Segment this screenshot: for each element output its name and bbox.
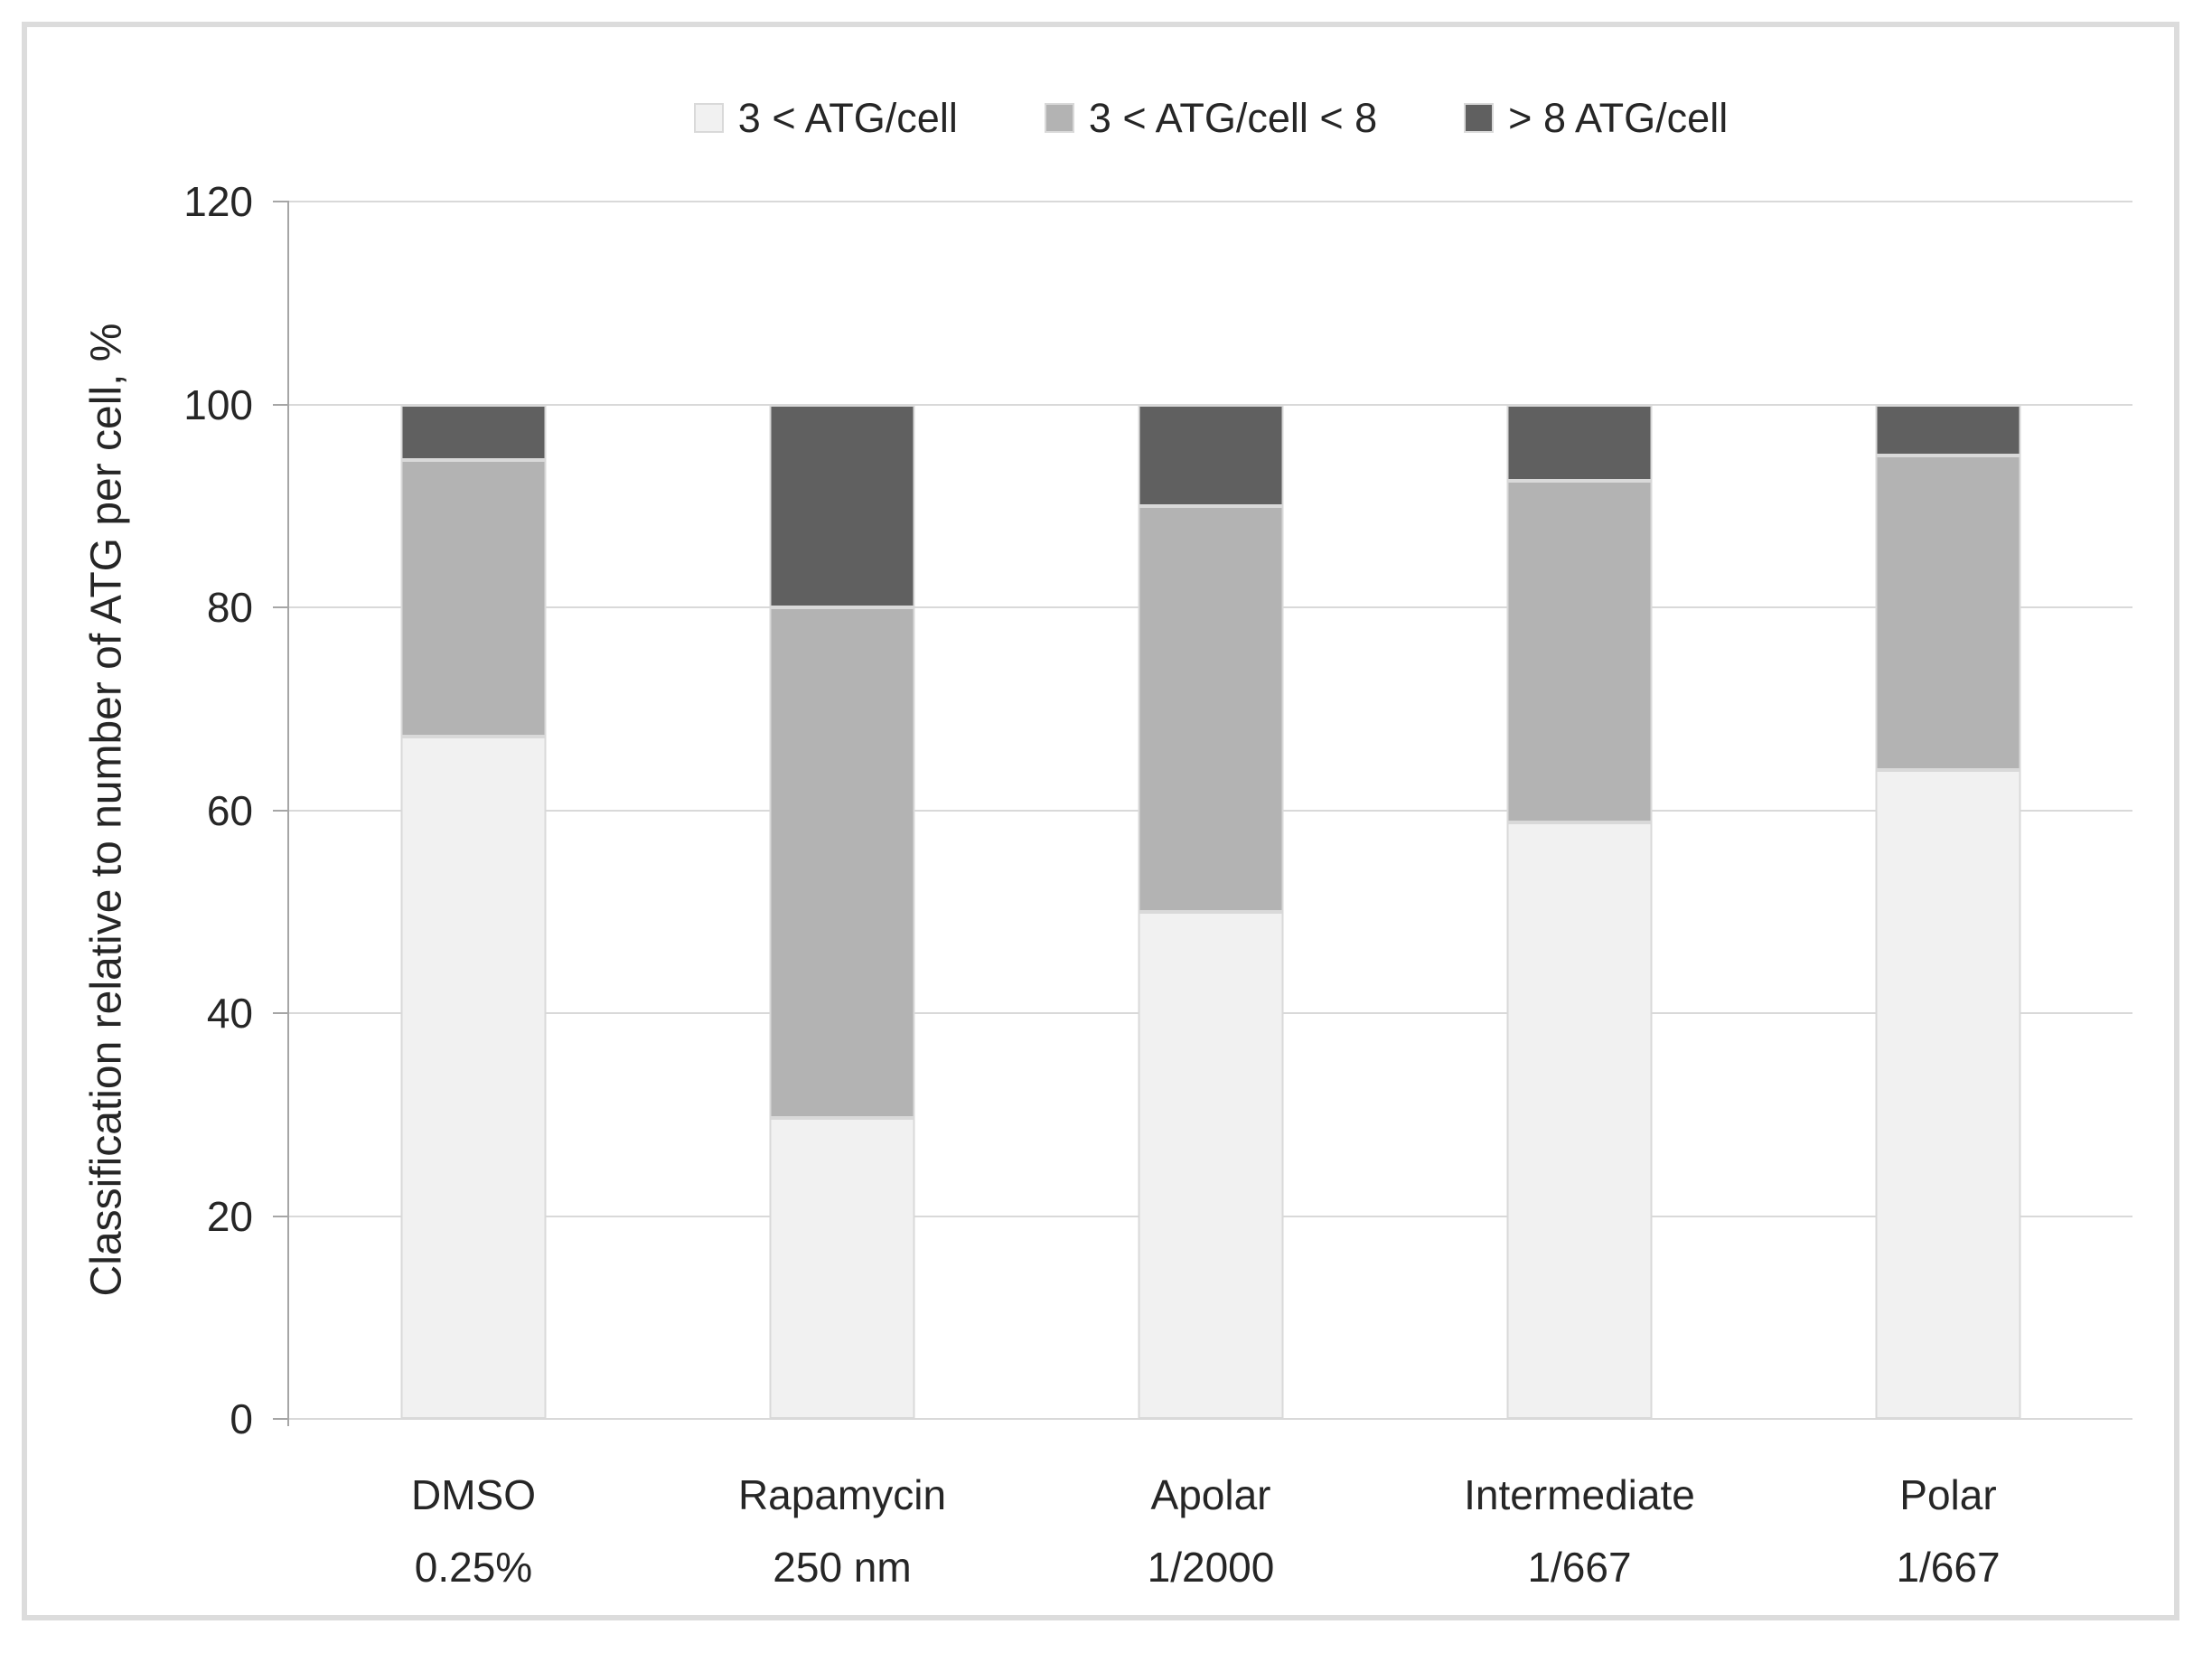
y-tick-80: [273, 606, 289, 608]
x-category-label-apolar: Apolar 1/2000: [1026, 1459, 1395, 1603]
x-category-line2: 1/2000: [1147, 1544, 1275, 1591]
chart-frame: 3 < ATG/cell 3 < ATG/cell < 8 > 8 ATG/ce…: [22, 22, 2179, 1620]
bar-intermediate: [1506, 404, 1653, 1419]
bar-segment-rapamycin-s0: [769, 1117, 915, 1419]
legend: 3 < ATG/cell 3 < ATG/cell < 8 > 8 ATG/ce…: [289, 98, 2132, 138]
bar-dmso: [400, 404, 547, 1419]
y-tick-40: [273, 1012, 289, 1014]
bar-segment-dmso-s2: [400, 404, 547, 461]
x-category-line1: Apolar: [1150, 1471, 1271, 1518]
x-category-line2: 250 nm: [773, 1544, 912, 1591]
bar-segment-rapamycin-s2: [769, 404, 915, 607]
bar-slot-dmso: [289, 202, 658, 1419]
bar-segment-intermediate-s2: [1506, 404, 1653, 481]
gridline-0: [289, 1418, 2132, 1420]
x-category-label-intermediate: Intermediate 1/667: [1395, 1459, 1764, 1603]
y-tick-120: [273, 201, 289, 202]
x-category-line1: Polar: [1899, 1471, 1997, 1518]
gridline-100: [289, 403, 2132, 406]
legend-swatch-mid: [1044, 103, 1074, 133]
legend-label-high: > 8 ATG/cell: [1508, 95, 1729, 141]
y-tick-label-60: 60: [206, 786, 253, 834]
x-category-label-rapamycin: Rapamycin 250 nm: [658, 1459, 1026, 1603]
y-tick-label-80: 80: [206, 584, 253, 631]
bar-segment-rapamycin-s1: [769, 607, 915, 1118]
bar-segment-polar-s1: [1875, 455, 2021, 770]
bar-slot-apolar: [1026, 202, 1395, 1419]
y-axis-title: Classification relative to number of ATG…: [82, 323, 131, 1297]
legend-item-mid: 3 < ATG/cell < 8: [1044, 95, 1378, 141]
legend-label-mid: 3 < ATG/cell < 8: [1088, 95, 1378, 141]
y-tick-label-20: 20: [206, 1192, 253, 1240]
bar-segment-apolar-s2: [1138, 404, 1284, 506]
x-category-line2: 0.25%: [414, 1544, 533, 1591]
y-axis-line: [287, 202, 289, 1427]
y-tick-label-120: 120: [183, 178, 253, 225]
bar-segment-dmso-s1: [400, 460, 547, 737]
legend-swatch-low: [693, 103, 724, 133]
bar-slot-intermediate: [1395, 202, 1764, 1419]
y-tick-20: [273, 1215, 289, 1217]
x-category-line1: Intermediate: [1464, 1471, 1695, 1518]
legend-item-high: > 8 ATG/cell: [1464, 98, 1728, 138]
x-category-line1: DMSO: [411, 1471, 536, 1518]
y-tick-label-100: 100: [183, 380, 253, 428]
bar-rapamycin: [769, 404, 915, 1419]
bar-polar: [1875, 404, 2021, 1419]
plot-area: 0 20 40 60 80 100 120 DMSO 0.25% Rapamycin 250 nm A…: [183, 181, 2132, 1591]
bar-segment-intermediate-s0: [1506, 822, 1653, 1419]
x-category-label-polar: Polar 1/667: [1764, 1459, 2132, 1603]
bar-segment-apolar-s1: [1138, 505, 1284, 912]
bar-slot-polar: [1764, 202, 2132, 1419]
gridline-120: [289, 201, 2132, 202]
legend-swatch-high: [1464, 103, 1495, 133]
bar-segment-intermediate-s1: [1506, 480, 1653, 822]
bar-apolar: [1138, 404, 1284, 1419]
x-category-line2: 1/667: [1896, 1544, 2001, 1591]
y-tick-60: [273, 809, 289, 812]
bar-segment-polar-s0: [1875, 769, 2021, 1419]
y-tick-0: [273, 1418, 289, 1420]
bar-segment-dmso-s0: [400, 736, 547, 1419]
bar-slot-rapamycin: [658, 202, 1026, 1419]
legend-label-low: 3 < ATG/cell: [737, 95, 958, 141]
legend-item-low: 3 < ATG/cell: [693, 95, 958, 141]
y-tick-label-0: 0: [230, 1395, 253, 1442]
x-category-line1: Rapamycin: [737, 1471, 947, 1518]
y-tick-100: [273, 403, 289, 406]
bar-segment-apolar-s0: [1138, 911, 1284, 1419]
y-tick-label-40: 40: [206, 990, 253, 1037]
x-category-label-dmso: DMSO 0.25%: [289, 1459, 658, 1603]
x-category-line2: 1/667: [1527, 1544, 1632, 1591]
bar-segment-polar-s2: [1875, 404, 2021, 456]
